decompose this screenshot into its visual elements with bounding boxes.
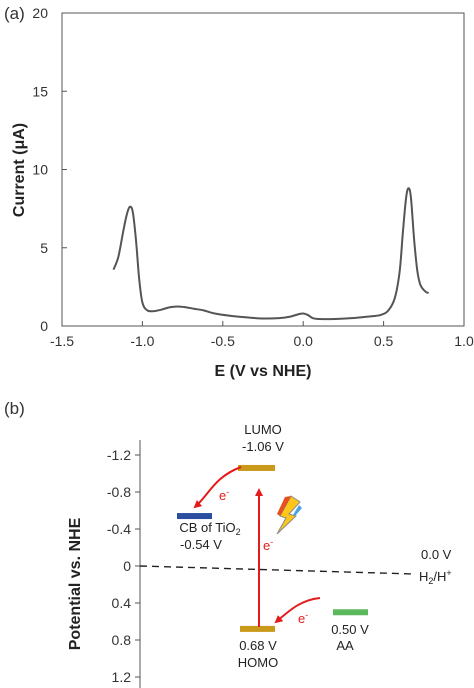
aa-value-label: 0.50 V	[331, 622, 369, 637]
reference-value-label: 0.0 V	[421, 547, 452, 562]
x-tick-label: 0.5	[374, 333, 394, 349]
lumo-name-label: LUMO	[244, 422, 282, 437]
electron-donation-arrow	[274, 597, 321, 624]
x-tick-label: -1.0	[130, 333, 154, 349]
lumo-value-label: -1.06 V	[242, 439, 284, 454]
y-tick-label-b: -1.2	[107, 447, 131, 463]
homo-level-bar	[240, 625, 275, 632]
y-tick-label-b: 0.8	[112, 632, 132, 648]
x-tick-label: 1.0	[454, 333, 474, 349]
homo-name-label: HOMO	[238, 655, 278, 670]
tio2-name-label: CB of TiO2	[179, 520, 240, 537]
lumo-level-bar	[238, 464, 275, 471]
electron-label-donation: e-	[298, 610, 308, 626]
y-tick-label-b: -0.8	[107, 484, 131, 500]
electron-injection-arrow	[193, 466, 242, 509]
y-tick-label-b: 0.4	[112, 595, 132, 611]
y-tick-label-b: -0.4	[107, 521, 131, 537]
y-tick-label: 10	[32, 162, 48, 178]
y-axis-ticks-b: -1.2 -0.8 -0.4 0 0.4 0.8 1.2	[107, 447, 140, 685]
y-tick-label: 5	[40, 240, 48, 256]
y-axis-ticks-a: 0 5 10 15 20	[32, 5, 67, 334]
y-tick-label: 15	[32, 83, 48, 99]
x-axis-title-a: E (V vs NHE)	[215, 363, 312, 380]
x-tick-label: -0.5	[211, 333, 235, 349]
panel-b-label: (b)	[4, 399, 25, 418]
y-tick-label: 0	[40, 318, 48, 334]
x-axis-ticks-a: -1.5 -1.0 -0.5 0.0 0.5 1.0	[50, 321, 474, 349]
electron-label-injection: e-	[219, 487, 229, 503]
homo-value-label: 0.68 V	[239, 638, 277, 653]
x-tick-label: -1.5	[50, 333, 74, 349]
y-tick-label: 20	[32, 5, 48, 21]
reference-couple-label: H2/H+	[419, 568, 452, 586]
y-axis-title-b: Potential vs. NHE	[67, 517, 84, 650]
plot-frame-a	[61, 12, 465, 327]
tio2-cb-level-bar	[177, 513, 212, 520]
panel-a-label: (a)	[4, 4, 25, 23]
reference-line-h2	[139, 565, 415, 575]
electron-label-excitation: e-	[263, 537, 273, 553]
y-tick-label-b: 1.2	[112, 669, 132, 685]
current-series-line	[112, 187, 430, 321]
x-tick-label: 0.0	[293, 333, 313, 349]
y-tick-label-b: 0	[123, 558, 131, 574]
y-axis-title-a: Current (μA)	[11, 123, 28, 217]
aa-level-bar	[333, 609, 368, 616]
aa-name-label: AA	[336, 638, 354, 653]
lightning-bolt-icon	[276, 495, 302, 535]
tio2-value-label: -0.54 V	[180, 537, 222, 552]
